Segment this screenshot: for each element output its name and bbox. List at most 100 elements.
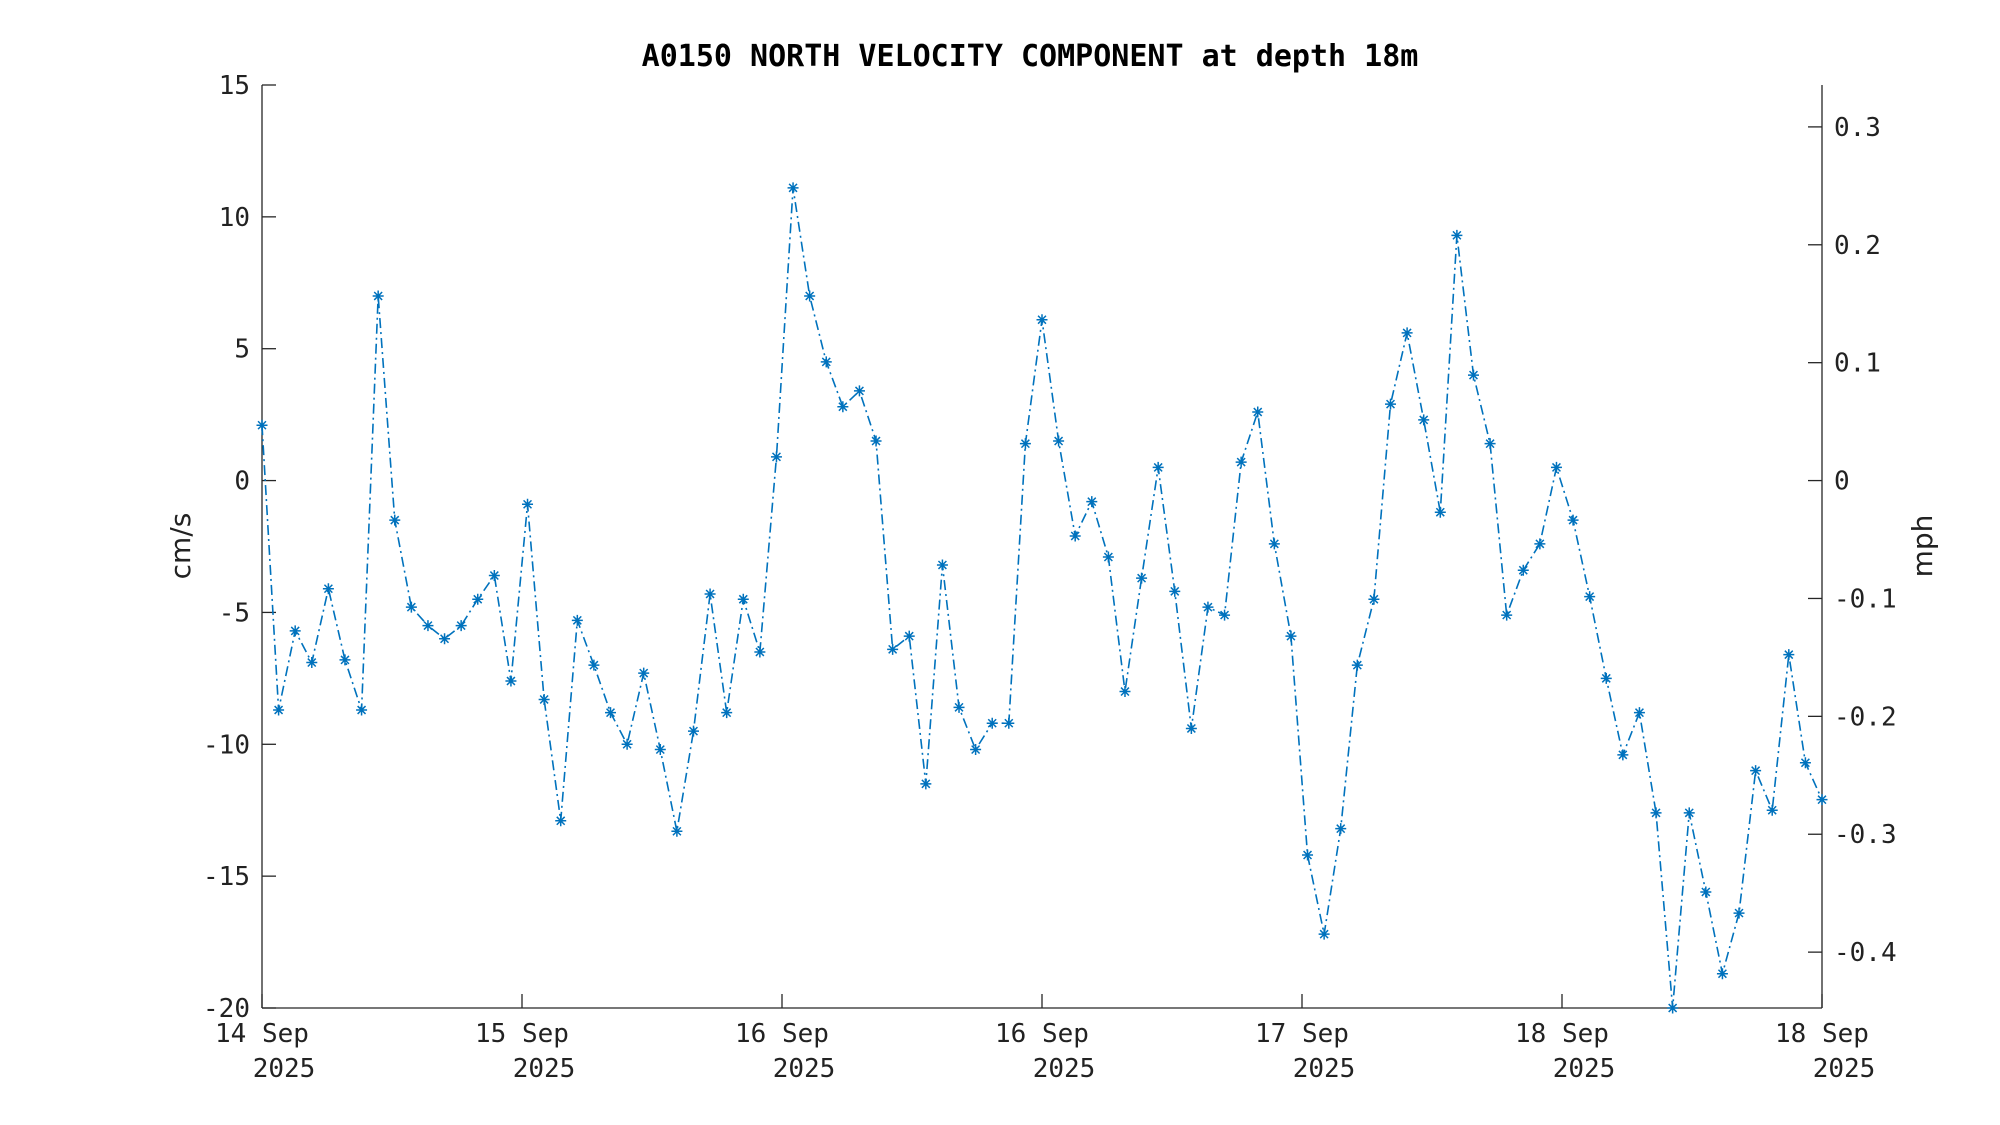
data-point (1517, 564, 1529, 576)
y2-axis-label: mph (1906, 515, 1939, 578)
x-tick-year: 2025 (1033, 1054, 1096, 1084)
x-tick-day: 18 Sep (1515, 1019, 1609, 1049)
data-point (1633, 707, 1645, 719)
data-point (1268, 538, 1280, 550)
y-tick-label: -5 (219, 598, 250, 628)
data-point (1750, 765, 1762, 777)
data-point (1169, 585, 1181, 597)
data-point (1019, 438, 1031, 450)
data-point (571, 614, 583, 626)
data-point (1484, 438, 1496, 450)
y-tick-label: -20 (203, 994, 250, 1024)
data-point (787, 182, 799, 194)
data-point (322, 583, 334, 595)
y-tick-label: 0 (234, 467, 250, 497)
x-tick-year: 2025 (1813, 1054, 1876, 1084)
data-point (853, 385, 865, 397)
data-point (870, 435, 882, 447)
x-tick-day: 16 Sep (735, 1019, 829, 1049)
data-point (555, 815, 567, 827)
data-point (1385, 398, 1397, 410)
data-point (1318, 928, 1330, 940)
data-point (721, 707, 733, 719)
data-point (1799, 757, 1811, 769)
data-point (1783, 649, 1795, 661)
x-tick-day: 17 Sep (1255, 1019, 1349, 1049)
data-point (405, 601, 417, 613)
data-point (1716, 968, 1728, 980)
data-point (1351, 659, 1363, 671)
data-point (1285, 630, 1297, 642)
data-point (1816, 794, 1828, 806)
data-point (289, 625, 301, 637)
data-point (1650, 807, 1662, 819)
y2-tick-label: 0.1 (1834, 349, 1881, 379)
data-point (1152, 461, 1164, 473)
data-point (1335, 823, 1347, 835)
data-point (472, 593, 484, 605)
data-point (1401, 327, 1413, 339)
data-point (505, 675, 517, 687)
y-tick-label: 5 (234, 335, 250, 365)
data-point (1069, 530, 1081, 542)
data-point (820, 356, 832, 368)
plot-area (262, 85, 1822, 1008)
y2-tick-label: 0 (1834, 467, 1850, 497)
data-point (1368, 593, 1380, 605)
data-point (1617, 749, 1629, 761)
x-tick-year: 2025 (253, 1054, 316, 1084)
x-tick-day: 16 Sep (995, 1019, 1089, 1049)
data-point (1086, 496, 1098, 508)
y2-tick-label: 0.2 (1834, 231, 1881, 261)
y-tick-label: 10 (219, 203, 250, 233)
data-point (1550, 461, 1562, 473)
data-point (638, 667, 650, 679)
chart-title: A0150 NORTH VELOCITY COMPONENT at depth … (642, 39, 1419, 74)
x-tick-year: 2025 (1293, 1054, 1356, 1084)
data-point (887, 643, 899, 655)
data-point (455, 620, 467, 632)
data-point (1733, 907, 1745, 919)
data-point (970, 744, 982, 756)
data-point (1501, 609, 1513, 621)
data-point (1185, 722, 1197, 734)
data-point (439, 633, 451, 645)
data-point (804, 290, 816, 302)
data-point (422, 620, 434, 632)
data-point (488, 570, 500, 582)
y-tick-label: -10 (203, 730, 250, 760)
x-tick-day: 15 Sep (475, 1019, 569, 1049)
data-point (1600, 672, 1612, 684)
data-point (1766, 804, 1778, 816)
y2-tick-label: -0.3 (1834, 820, 1897, 850)
data-point (1202, 601, 1214, 613)
data-point (1053, 435, 1065, 447)
y-tick-label: 15 (219, 71, 250, 101)
series-markers (256, 182, 1828, 1014)
data-point (339, 654, 351, 666)
left-tick-group: 15 10 5 0 -5 -10 -15 -20 (203, 71, 276, 1024)
data-point (389, 514, 401, 526)
data-point (1418, 414, 1430, 426)
data-point (837, 401, 849, 413)
y-tick-label: -15 (203, 862, 250, 892)
data-point (1252, 406, 1264, 418)
data-point (1235, 456, 1247, 468)
data-point (754, 646, 766, 658)
data-point (605, 707, 617, 719)
data-point (920, 778, 932, 790)
data-point (936, 559, 948, 571)
data-point (256, 419, 268, 431)
y2-tick-label: 0.3 (1834, 113, 1881, 143)
data-point (1667, 1002, 1679, 1014)
data-point (621, 738, 633, 750)
data-point (522, 498, 534, 510)
data-point (770, 451, 782, 463)
data-point (704, 588, 716, 600)
y-axis-label: cm/s (164, 513, 197, 580)
x-tick-day: 18 Sep (1775, 1019, 1869, 1049)
x-tick-day: 14 Sep (215, 1019, 309, 1049)
data-point (273, 704, 285, 716)
y2-tick-label: -0.2 (1834, 702, 1897, 732)
